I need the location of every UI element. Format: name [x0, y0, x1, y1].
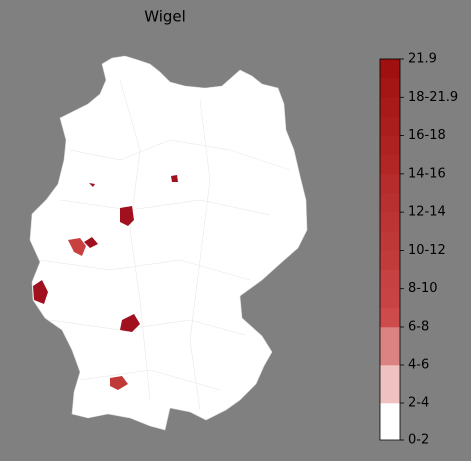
region-highlight: [84, 237, 98, 248]
colorbar-segment: [380, 250, 400, 270]
colorbar-segment: [380, 307, 400, 328]
region-highlight: [110, 376, 128, 390]
colorbar-label: 10-12: [408, 243, 446, 258]
colorbar-frame: [379, 58, 401, 441]
region-highlight: [120, 314, 140, 332]
colorbar: 0-2 2-4 4-6 6-8 8-10 10-12 12-14 14-16 16-18 18-2…: [379, 52, 458, 448]
region-highlight: [120, 206, 134, 226]
colorbar-label: 2-4: [408, 396, 429, 411]
region-highlight: [68, 238, 86, 256]
colorbar-segment: [380, 269, 400, 290]
colorbar-label: 6-8: [408, 320, 429, 335]
colorbar-segment: [380, 212, 400, 232]
colorbar-segment: [380, 193, 400, 213]
region-highlight: [33, 280, 48, 304]
colorbar-label: 8-10: [408, 281, 438, 296]
colorbar-label: 21.9: [408, 52, 437, 67]
region-outlines: [39, 79, 291, 411]
colorbar-segment: [380, 78, 400, 98]
colorbar-label: 14-16: [408, 166, 446, 181]
colorbar-segment: [380, 327, 400, 366]
colorbar-segment: [380, 59, 400, 79]
colorbar-label: 18-21.9: [408, 90, 458, 105]
colorbar-segment: [380, 403, 400, 441]
colorbar-segment: [380, 135, 400, 156]
germany-map: [29, 55, 308, 431]
colorbar-label: 4-6: [408, 358, 429, 373]
colorbar-segment: [380, 97, 400, 117]
colorbar-label: 16-18: [408, 128, 446, 143]
colorbar-segment: [380, 365, 400, 404]
map-title: Wigel: [144, 8, 186, 26]
region-highlight: [171, 175, 178, 182]
colorbar-label: 12-14: [408, 205, 446, 220]
colorbar-segment: [380, 288, 400, 309]
colorbar-segment: [380, 231, 400, 251]
colorbar-segment: [380, 154, 400, 175]
colorbar-segment: [380, 116, 400, 136]
region-highlight: [89, 183, 95, 187]
colorbar-segment: [380, 173, 400, 194]
colorbar-label: 0-2: [408, 433, 429, 448]
country-outline: [29, 55, 308, 431]
